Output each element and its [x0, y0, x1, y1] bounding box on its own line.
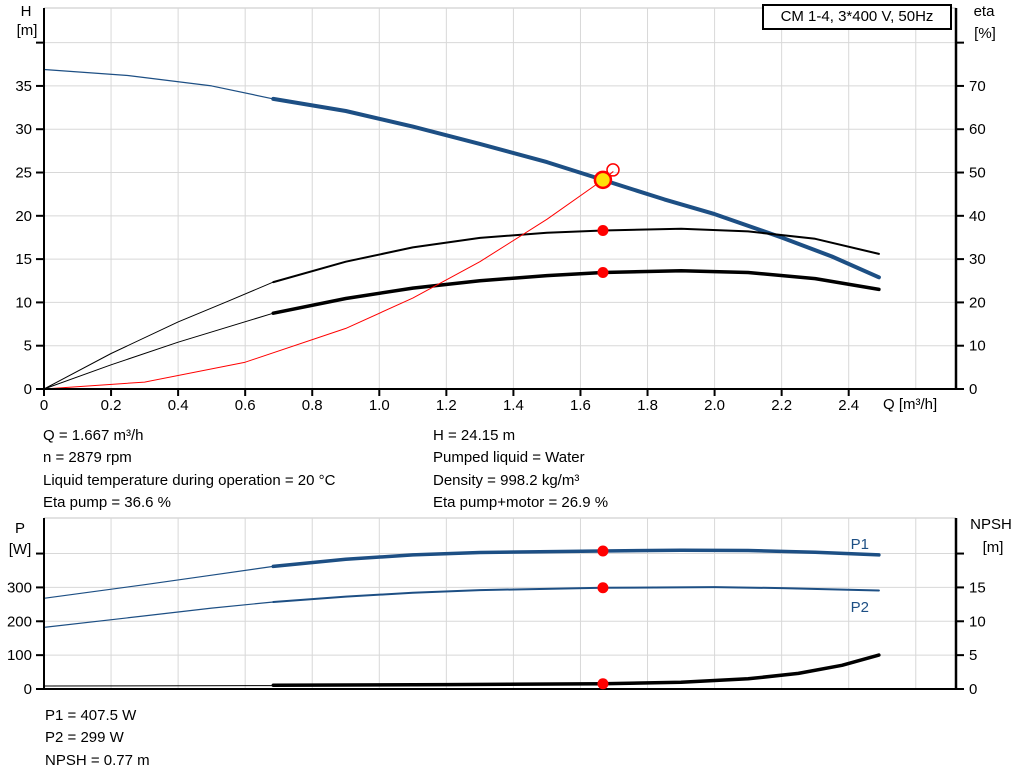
- eta-pump-point: [597, 225, 609, 237]
- h-axis-label: H: [20, 3, 32, 20]
- x-tick-label: 0.8: [302, 397, 323, 414]
- y-right-tick-label: 0: [969, 381, 977, 398]
- p2-point: [597, 582, 609, 594]
- y-left-tick-label: 0: [24, 381, 32, 398]
- x-tick-label: 0: [40, 397, 48, 414]
- y-right-tick-label: 30: [969, 251, 986, 268]
- y-left-tick-label: 15: [15, 251, 32, 268]
- eta-pump-motor-curve: [271, 269, 881, 315]
- y-right-tick-label: 10: [969, 338, 986, 355]
- p2-curve: [272, 586, 880, 603]
- y-right-tick-label: 50: [969, 165, 986, 182]
- h-axis-unit: [m]: [16, 22, 38, 39]
- power-npsh-chart: 0 100 200 300 0 5 10 15 P1 P2: [7, 517, 986, 698]
- info-line-temperature: Liquid temperature during operation = 20…: [43, 471, 336, 489]
- eta-pump-motor-extension: [43, 312, 274, 390]
- eta-axis-unit: [%]: [974, 25, 996, 42]
- p-axis-label: P: [14, 520, 25, 537]
- info-line-density: Density = 998.2 kg/m³: [433, 471, 580, 489]
- duty-info-left-column: Q = 1.667 m³/h n = 2879 rpm Liquid tempe…: [43, 425, 335, 514]
- requested-point-marker: [606, 163, 620, 177]
- x-tick-label: 2.2: [771, 397, 792, 414]
- y-right-tick-label: 5: [969, 647, 977, 664]
- y-left-tick-label: 25: [15, 165, 32, 182]
- info-line-p1: P1 = 407.5 W: [45, 707, 137, 724]
- y-left-tick-label: 300: [7, 579, 32, 596]
- y-left-tick-label: 10: [15, 294, 32, 311]
- npsh-curve: [271, 653, 881, 688]
- p1-extension: [43, 565, 274, 599]
- y-right-tick-label: 15: [969, 579, 986, 596]
- performance-chart: 0 5 10 15 20 25 30 35 0 10 20 30 40 50 60 70 0 0.2 0.4 0.6 0…: [15, 7, 986, 414]
- y-left-tick-label: 100: [7, 647, 32, 664]
- eta-pump-extension: [43, 281, 274, 390]
- duty-point[interactable]: [593, 170, 613, 190]
- info-line-npsh: NPSH = 0.77 m: [45, 751, 150, 769]
- y-left-tick-label: 0: [24, 681, 32, 698]
- info-line-liquid: Pumped liquid = Water: [433, 449, 585, 467]
- x-tick-label: 1.4: [503, 397, 524, 414]
- p2-curve-label: P2: [851, 599, 869, 616]
- y-left-tick-label: 35: [15, 78, 32, 95]
- y-right-tick-label: 0: [969, 681, 977, 698]
- performance-plot-area[interactable]: [44, 8, 956, 389]
- p1-curve-label: P1: [851, 536, 869, 553]
- eta-axis-label: eta: [973, 3, 995, 20]
- y-right-tick-label: 20: [969, 294, 986, 311]
- x-tick-label: 1.6: [570, 397, 591, 414]
- y-left-tick-label: 30: [15, 121, 32, 138]
- x-tick-label: 0.2: [101, 397, 122, 414]
- info-line-speed: n = 2879 rpm: [43, 449, 132, 467]
- power-info-column: P1 = 407.5 W P2 = 299 W NPSH = 0.77 m: [45, 705, 150, 772]
- pump-designation-box: CM 1-4, 3*400 V, 50Hz: [762, 4, 952, 30]
- p2-extension: [43, 601, 274, 629]
- y-left-tick-label: 200: [7, 613, 32, 630]
- eta-pump-curve: [272, 227, 880, 284]
- y-left-tick-label: 20: [15, 208, 32, 225]
- y-right-tick-label: 40: [969, 208, 986, 225]
- x-tick-label: 1.2: [436, 397, 457, 414]
- p-axis-unit: [W]: [8, 541, 32, 558]
- info-line-q: Q = 1.667 m³/h: [43, 427, 144, 444]
- system-curve: [43, 171, 614, 390]
- info-line-p2: P2 = 299 W: [45, 729, 124, 747]
- y-right-tick-label: 10: [969, 613, 986, 630]
- x-tick-label: 1.8: [637, 397, 658, 414]
- power-npsh-plot-area[interactable]: [44, 518, 956, 689]
- q-axis-label: Q [m³/h]: [883, 396, 938, 413]
- eta-pump-motor-point: [597, 267, 609, 279]
- duty-info-right-column: H = 24.15 m Pumped liquid = Water Densit…: [433, 425, 608, 514]
- x-tick-label: 2.0: [704, 397, 725, 414]
- x-tick-label: 1.0: [369, 397, 390, 414]
- y-left-tick-label: 5: [24, 338, 32, 355]
- info-line-eta-pump-motor: Eta pump+motor = 26.9 %: [433, 493, 609, 511]
- npsh-axis-label: NPSH: [970, 516, 1012, 533]
- y-right-tick-label: 60: [969, 121, 986, 138]
- npsh-axis-unit: [m]: [982, 539, 1004, 556]
- y-right-tick-label: 70: [969, 78, 986, 95]
- head-curve-extension: [43, 68, 274, 100]
- info-line-eta-pump: Eta pump = 36.6 %: [43, 493, 171, 511]
- p1-point: [597, 545, 609, 557]
- x-tick-label: 2.4: [838, 397, 859, 414]
- x-tick-label: 0.4: [168, 397, 189, 414]
- info-line-head: H = 24.15 m: [433, 427, 516, 444]
- x-tick-label: 0.6: [235, 397, 256, 414]
- npsh-point: [597, 678, 609, 690]
